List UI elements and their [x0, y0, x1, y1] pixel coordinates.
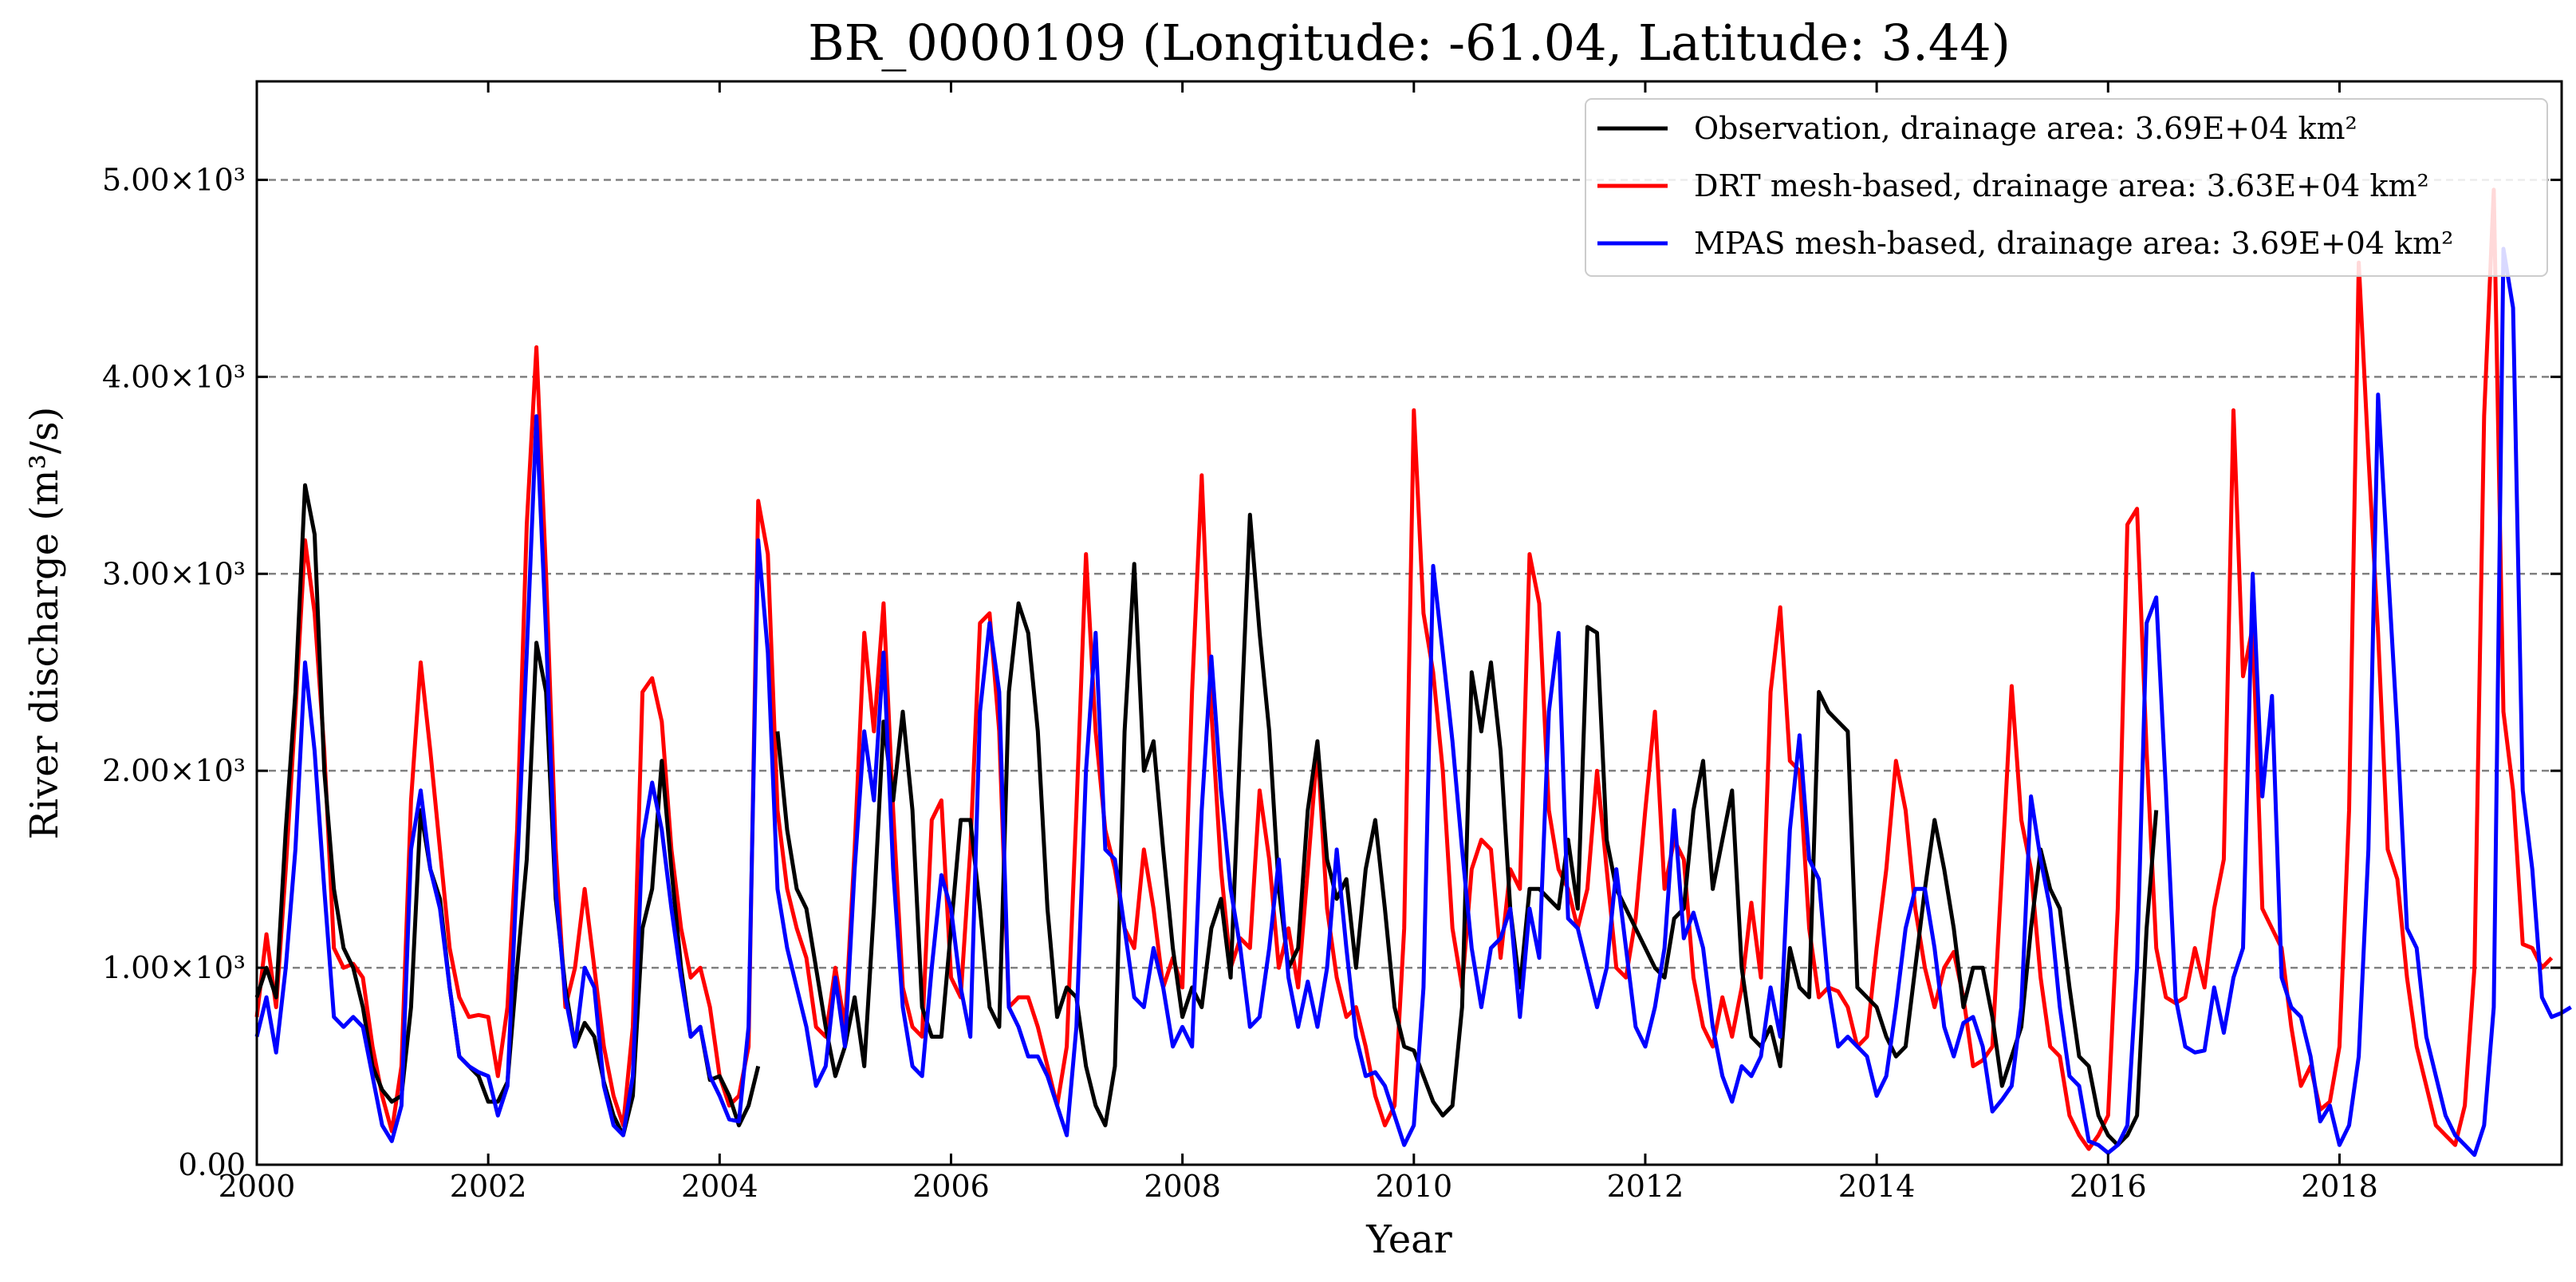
x-tick-label-7: 2014	[1838, 1169, 1916, 1204]
x-tick-label-8: 2016	[2070, 1169, 2147, 1204]
y-axis-label: River discharge (m³/s)	[22, 407, 67, 840]
y-tick-label-2: 2.00×10³	[102, 753, 246, 788]
x-tick-label-5: 2010	[1375, 1169, 1452, 1204]
legend: Observation, drainage area: 3.69E+04 km²…	[1585, 98, 2548, 277]
y-tick-label-5: 5.00×10³	[102, 162, 246, 197]
x-tick-label-6: 2012	[1607, 1169, 1684, 1204]
plot-frame	[255, 80, 2563, 1166]
y-tick-label-3: 3.00×10³	[102, 556, 246, 591]
x-tick-label-4: 2008	[1144, 1169, 1221, 1204]
legend-entry-observation: Observation, drainage area: 3.69E+04 km²	[1694, 111, 2357, 146]
y-tick-label-4: 4.00×10³	[102, 359, 246, 394]
series-layer	[254, 187, 2572, 1158]
x-axis-label: Year	[1365, 1217, 1452, 1262]
series-line-drt	[254, 187, 2554, 1151]
x-tick-label-0: 2000	[219, 1169, 296, 1204]
chart-title: BR_0000109 (Longitude: -61.04, Latitude:…	[808, 14, 2011, 72]
legend-entry-mpas: MPAS mesh-based, drainage area: 3.69E+04…	[1694, 226, 2453, 261]
axis-ticks: 0.00 1.00×10³ 2.00×10³ 3.00×10³ 4.00×10³ 5.00…	[102, 81, 2562, 1204]
x-tick-label-3: 2006	[912, 1169, 990, 1204]
y-tick-label-1: 1.00×10³	[102, 950, 246, 985]
y-tick-label-0: 0.00	[178, 1147, 246, 1182]
legend-entry-drt: DRT mesh-based, drainage area: 3.63E+04 …	[1694, 168, 2429, 203]
x-tick-label-2: 2004	[681, 1169, 758, 1204]
series-line-mpas	[254, 247, 2572, 1158]
x-tick-label-9: 2018	[2301, 1169, 2378, 1204]
x-tick-label-1: 2002	[450, 1169, 527, 1204]
legend-box	[1585, 98, 2548, 277]
